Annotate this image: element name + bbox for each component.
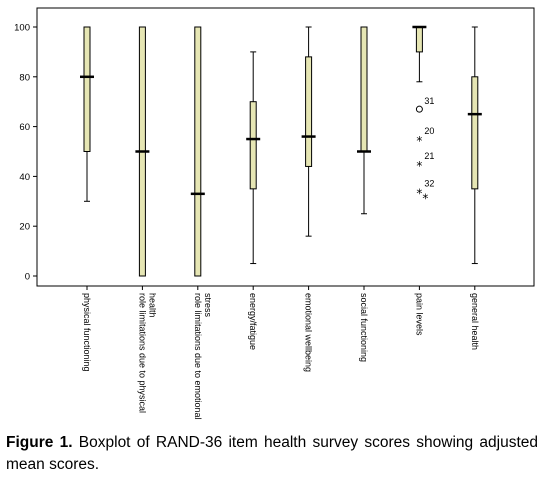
- boxes-layer: [80, 25, 482, 277]
- box-1: [80, 26, 94, 202]
- box-4: [246, 51, 261, 265]
- figure-caption: Figure 1. Boxplot of RAND-36 item health…: [6, 432, 538, 476]
- x-axis-labels: physical functioning role limitations due…: [82, 293, 480, 420]
- box-7: [412, 25, 427, 83]
- iqr-box: [305, 56, 313, 167]
- x-category-label: role limitations due to physical: [137, 293, 147, 413]
- outlier-star: *: [416, 134, 422, 148]
- outlier-star: *: [416, 186, 422, 200]
- outlier-label: 31: [424, 96, 434, 106]
- y-tick-label: 40: [19, 172, 30, 183]
- outlier-star: *: [416, 159, 422, 173]
- x-category-label: energy/fatigue: [248, 293, 258, 350]
- plot-frame: [36, 7, 535, 287]
- outliers-layer: 31*20*21*32*: [415, 96, 434, 205]
- x-category-label: pain levels: [414, 293, 424, 336]
- y-tick-label: 60: [19, 122, 30, 133]
- y-tick-label: 100: [14, 23, 30, 34]
- y-tick-label: 0: [25, 272, 30, 283]
- box-6: [357, 26, 371, 215]
- x-axis-ticks: [86, 286, 476, 290]
- box-5: [301, 26, 316, 237]
- y-tick-label: 20: [19, 222, 30, 233]
- box-2: [135, 26, 150, 277]
- box-8: [467, 26, 482, 265]
- x-category-label: emotional wellbeing: [304, 293, 314, 372]
- iqr-box: [249, 101, 257, 190]
- outlier-star: *: [422, 191, 428, 205]
- caption-text: Boxplot of RAND-36 item health survey sc…: [6, 434, 538, 473]
- x-category-label: general health: [470, 293, 480, 350]
- outlier-label: 20: [424, 126, 434, 136]
- iqr-box: [360, 26, 368, 152]
- outlier-circle: [415, 105, 423, 113]
- iqr-box: [415, 26, 423, 53]
- y-tick-label: 80: [19, 72, 30, 83]
- outlier-label: 32: [424, 178, 434, 188]
- x-category-label: physical functioning: [82, 293, 92, 372]
- iqr-box: [83, 26, 91, 152]
- outlier-label: 21: [424, 151, 434, 161]
- caption-label: Figure 1.: [6, 434, 73, 451]
- iqr-box: [194, 26, 202, 277]
- y-axis: 0 20 40 60 80 100: [14, 23, 37, 283]
- x-category-label: stress: [203, 293, 213, 318]
- x-category-label: social functioning: [359, 293, 369, 362]
- box-3: [190, 26, 205, 277]
- iqr-box: [471, 76, 479, 190]
- x-category-label: health: [147, 293, 157, 318]
- x-category-label: role limitations due to emotional: [193, 293, 203, 420]
